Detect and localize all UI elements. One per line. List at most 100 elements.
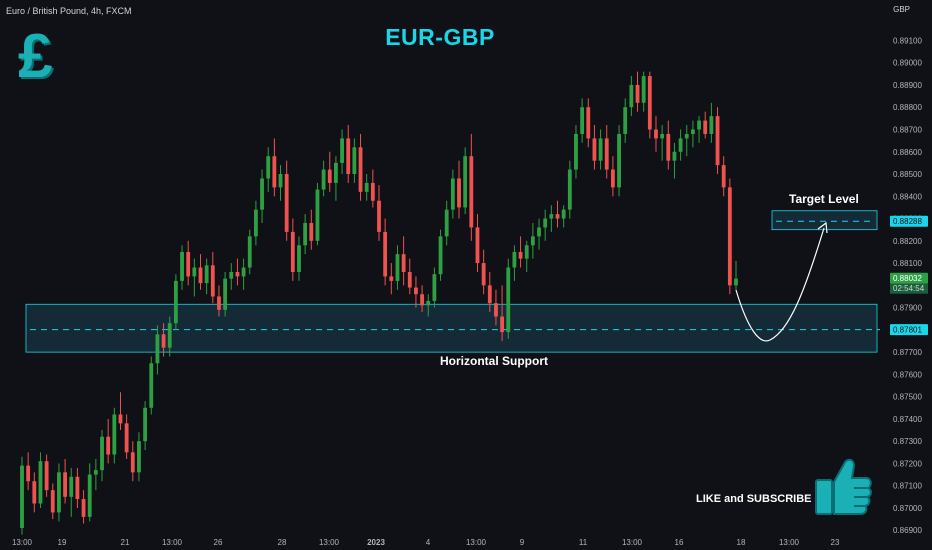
candle-body bbox=[217, 296, 221, 310]
time-tick-label: 13:00 bbox=[466, 538, 487, 547]
price-tick-label: 0.88800 bbox=[893, 103, 922, 112]
candle-body bbox=[377, 200, 381, 232]
candle-body bbox=[235, 271, 240, 277]
candle-body bbox=[506, 267, 511, 333]
candle-body bbox=[666, 133, 671, 161]
candle-body bbox=[438, 236, 443, 275]
candle-body bbox=[266, 156, 271, 179]
candle-body bbox=[481, 263, 486, 286]
projection-arrow bbox=[735, 227, 825, 342]
candle-body bbox=[143, 407, 148, 442]
candle-body bbox=[69, 476, 74, 497]
price-tick-label: 0.88600 bbox=[893, 148, 922, 157]
thumbs-up-icon[interactable] bbox=[812, 452, 874, 523]
candle-body bbox=[334, 162, 338, 183]
target-zone bbox=[771, 210, 878, 231]
time-tick-label: 21 bbox=[121, 538, 130, 547]
time-tick-label: 23 bbox=[831, 538, 840, 547]
candle-body bbox=[543, 218, 548, 228]
candle-body bbox=[100, 436, 104, 471]
target-price-tag: 0.88288 bbox=[893, 217, 922, 226]
candle-body bbox=[352, 147, 357, 175]
candle-body bbox=[38, 461, 43, 504]
pound-sign-icon: £ bbox=[18, 22, 53, 91]
candle-body bbox=[407, 271, 412, 288]
symbol-label: Euro / British Pound, 4h, FXCM bbox=[6, 6, 132, 16]
time-tick-label: 9 bbox=[520, 538, 525, 547]
price-tick-label: 0.88200 bbox=[893, 237, 922, 246]
target-level-label: Target Level bbox=[789, 192, 859, 206]
candle-body bbox=[241, 267, 246, 277]
candle-body bbox=[709, 116, 714, 134]
candle-body bbox=[389, 276, 394, 281]
candle-body bbox=[537, 227, 541, 237]
candle-body bbox=[598, 138, 603, 161]
candle-body bbox=[247, 236, 252, 268]
candle-body bbox=[26, 465, 31, 482]
candle-body bbox=[57, 472, 61, 513]
candle-body bbox=[432, 274, 437, 301]
candle-body bbox=[130, 452, 135, 473]
candle-body bbox=[654, 129, 658, 139]
price-tick-label: 0.89100 bbox=[893, 36, 922, 45]
candle-body bbox=[697, 120, 701, 130]
price-tick-label: 0.86900 bbox=[893, 526, 922, 535]
current-price-tag: 0.88032 bbox=[893, 274, 922, 283]
candle-body bbox=[457, 178, 461, 208]
candle-body bbox=[518, 251, 523, 259]
candle-body bbox=[647, 76, 652, 130]
candle-body bbox=[592, 138, 597, 161]
price-tick-label: 0.87200 bbox=[893, 459, 922, 468]
time-tick-label: 28 bbox=[278, 538, 287, 547]
candle-body bbox=[124, 423, 129, 453]
price-tick-label: 0.88500 bbox=[893, 170, 922, 179]
support-zone bbox=[25, 303, 878, 353]
candle-body bbox=[278, 174, 283, 188]
candle-body bbox=[383, 231, 388, 277]
candle-body bbox=[715, 116, 720, 166]
candle-body bbox=[315, 189, 320, 241]
time-axis: 13:00 19 21 13:00 26 28 13:00 2023 4 13:00 9 11 13:0… bbox=[12, 538, 840, 547]
currency-label: GBP bbox=[893, 5, 910, 14]
candle-body bbox=[678, 138, 683, 152]
candle-body bbox=[475, 227, 480, 264]
candle-body bbox=[93, 470, 98, 475]
candle-body bbox=[204, 265, 209, 284]
candle-body bbox=[186, 251, 191, 277]
candle-body bbox=[358, 147, 363, 192]
candle-body bbox=[610, 169, 615, 188]
candle-body bbox=[660, 133, 665, 139]
candle-body bbox=[734, 278, 738, 286]
candle-body bbox=[691, 129, 695, 134]
price-tick-label: 0.89000 bbox=[893, 59, 922, 68]
candle-body bbox=[586, 107, 591, 139]
candle-body bbox=[173, 280, 178, 324]
time-tick-label: 11 bbox=[579, 538, 588, 547]
candle-body bbox=[198, 267, 203, 284]
candle-body bbox=[370, 182, 375, 201]
chart-title: EUR-GBP bbox=[385, 24, 495, 50]
time-tick-label: 13:00 bbox=[319, 538, 340, 547]
candle-body bbox=[229, 271, 234, 279]
candle-body bbox=[561, 209, 566, 219]
candle-body bbox=[137, 441, 141, 473]
candle-body bbox=[192, 267, 197, 277]
candle-body bbox=[180, 251, 184, 281]
candle-body bbox=[167, 323, 172, 348]
price-axis: 0.89100 0.89000 0.88900 0.88800 0.88700 0.886… bbox=[890, 36, 928, 535]
price-tick-label: 0.87500 bbox=[893, 393, 922, 402]
candle-body bbox=[210, 265, 215, 297]
price-tick-label: 0.87100 bbox=[893, 482, 922, 491]
candle-body bbox=[567, 169, 572, 210]
candle-body bbox=[272, 156, 277, 188]
current-price-tag-countdown-bg bbox=[890, 283, 928, 294]
target-price-tag-bg bbox=[890, 215, 928, 227]
time-tick-label: 16 bbox=[675, 538, 684, 547]
like-subscribe-text: LIKE and SUBSCRIBE bbox=[696, 493, 812, 505]
candle-body bbox=[444, 209, 449, 237]
candle-body bbox=[340, 138, 344, 163]
candle-body bbox=[672, 151, 677, 161]
price-tick-label: 0.87400 bbox=[893, 415, 922, 424]
